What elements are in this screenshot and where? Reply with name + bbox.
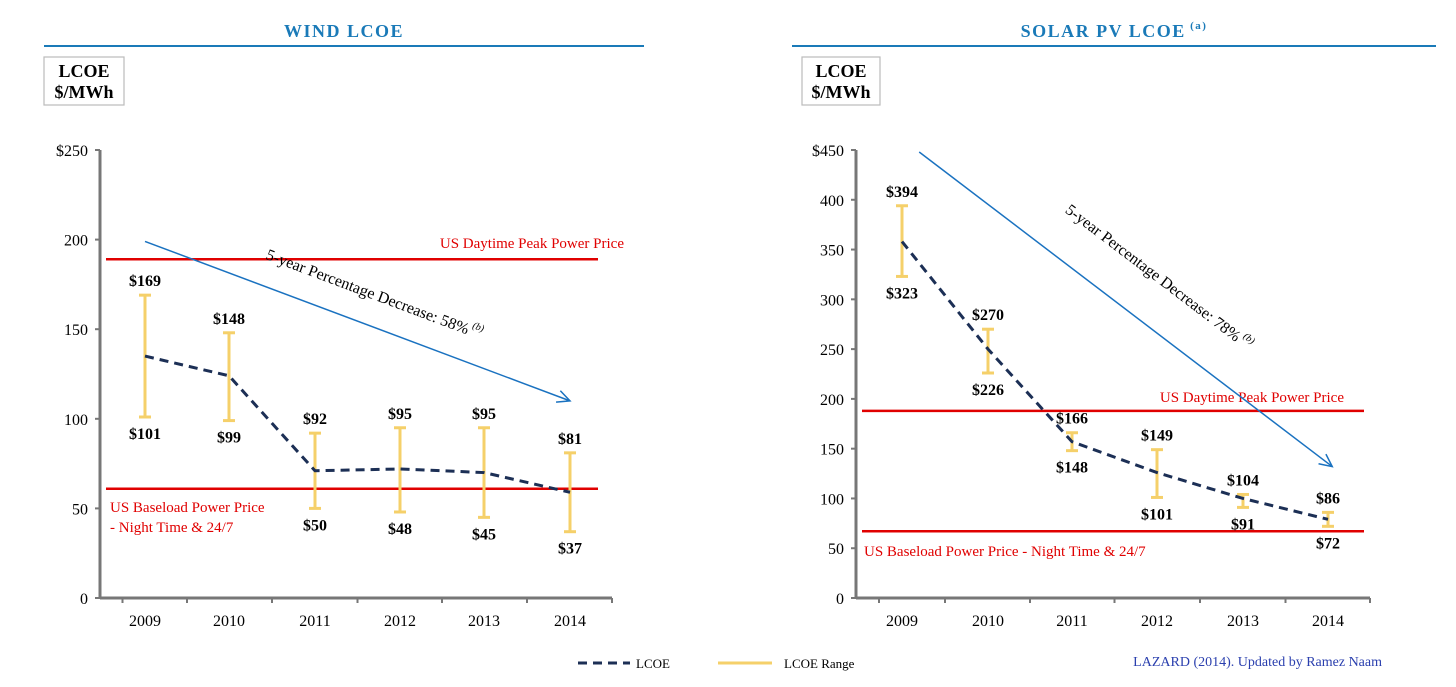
y-tick-label: 200 [64, 233, 88, 250]
range-low-label: $37 [558, 541, 582, 558]
chart-title: SOLAR PV LCOE (a) [1021, 20, 1208, 41]
lcoe-line [900, 240, 1329, 521]
baseload-price-label: US Baseload Power Price [110, 500, 265, 516]
range-high-label: $81 [558, 431, 582, 448]
range-high-label: $92 [303, 411, 327, 428]
x-tick-label: 2013 [1227, 613, 1259, 630]
wind-chart: WIND LCOE LCOE$/MWh 0 50 100 150 200 $250 2009 20… [43, 21, 644, 630]
range-high-label: $86 [1316, 490, 1340, 507]
y-tick-label: 150 [64, 322, 88, 339]
y-tick-label: 0 [836, 591, 844, 608]
unit-box [43, 56, 125, 106]
range-low-label: $101 [129, 426, 161, 443]
y-tick-label: 250 [820, 342, 844, 359]
y-tick-label: 0 [80, 591, 88, 608]
y-tick-label: $450 [812, 143, 844, 160]
x-tick-label: 2011 [1056, 613, 1087, 630]
trend-superscript: (b) [468, 320, 486, 336]
y-tick-label: 50 [72, 501, 88, 518]
trend-superscript: (b) [1239, 330, 1257, 348]
range-low-label: $99 [217, 430, 241, 447]
legend-range-label: LCOE Range [784, 656, 855, 671]
unit-label: $/MWh [811, 82, 870, 102]
peak-price-label: US Daytime Peak Power Price [1160, 390, 1344, 406]
trend-arrow [144, 240, 571, 402]
trend-arrow [918, 151, 1333, 468]
unit-label: LCOE [815, 61, 866, 81]
x-tick-label: 2014 [1312, 613, 1344, 630]
solar-chart: SOLAR PV LCOE (a) LCOE$/MWh 0 50 100 150 200 25… [792, 20, 1436, 630]
title-superscript: (a) [1186, 20, 1208, 32]
range-low-label: $50 [303, 517, 327, 534]
baseload-price-label: - Night Time & 24/7 [110, 520, 234, 536]
y-tick-label: 200 [820, 392, 844, 409]
range-high-label: $394 [886, 184, 918, 201]
y-tick-label: 50 [828, 541, 844, 558]
x-tick-label: 2014 [554, 613, 586, 630]
y-tick-label: 100 [64, 412, 88, 429]
x-tick-label: 2010 [213, 613, 245, 630]
source-note: LAZARD (2014). Updated by Ramez Naam [1133, 655, 1382, 670]
unit-label: $/MWh [54, 82, 113, 102]
range-high-label: $166 [1056, 411, 1088, 428]
arrow-head-icon [1318, 453, 1334, 468]
range-low-label: $45 [472, 526, 496, 543]
chart-title: WIND LCOE [284, 21, 404, 41]
x-tick-label: 2010 [972, 613, 1004, 630]
y-tick-label: 350 [820, 243, 844, 260]
unit-label: LCOE [58, 61, 109, 81]
baseload-price-label: US Baseload Power Price - Night Time & 2… [864, 544, 1146, 560]
range-low-label: $91 [1231, 516, 1255, 533]
lcoe-line [144, 354, 571, 494]
range-high-label: $104 [1227, 472, 1259, 489]
y-tick-label: 150 [820, 442, 844, 459]
arrow-head-icon [555, 390, 572, 403]
x-tick-label: 2011 [299, 613, 330, 630]
range-high-label: $148 [213, 311, 245, 328]
range-high-label: $95 [388, 406, 412, 423]
y-tick-label: $250 [56, 143, 88, 160]
trend-label: 5-year Percentage Decrease: 78% (b) [1062, 199, 1257, 354]
range-high-label: $95 [472, 406, 496, 423]
range-low-label: $148 [1056, 460, 1088, 477]
x-tick-label: 2013 [468, 613, 500, 630]
x-tick-label: 2009 [886, 613, 918, 630]
range-low-label: $323 [886, 285, 918, 302]
legend-lcoe-label: LCOE [636, 656, 670, 671]
range-low-label: $72 [1316, 535, 1340, 552]
range-low-label: $48 [388, 521, 412, 538]
range-high-label: $270 [972, 307, 1004, 324]
x-tick-label: 2012 [384, 613, 416, 630]
y-tick-label: 100 [820, 491, 844, 508]
x-tick-label: 2009 [129, 613, 161, 630]
range-low-label: $226 [972, 382, 1004, 399]
range-high-label: $169 [129, 273, 161, 290]
range-high-label: $149 [1141, 428, 1173, 445]
y-tick-label: 400 [820, 193, 844, 210]
y-tick-label: 300 [820, 292, 844, 309]
x-tick-label: 2012 [1141, 613, 1173, 630]
peak-price-label: US Daytime Peak Power Price [440, 236, 624, 252]
unit-box [801, 56, 881, 106]
range-low-label: $101 [1141, 506, 1173, 523]
